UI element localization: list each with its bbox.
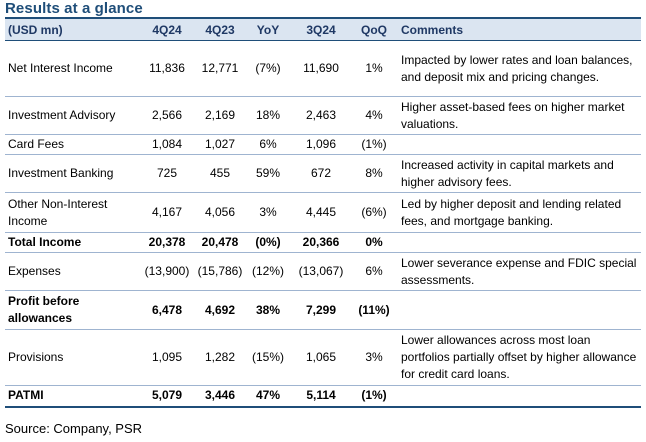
row-comment [397,135,641,155]
value-4q24: 11,836 [149,61,185,75]
header-yoy: YoY [245,17,291,41]
table-row: Net Interest Income 11,836 12,771 (7%) 11,69… [5,41,641,97]
value-3q24: 1,065 [305,350,337,364]
value-4q23: 3,446 [204,388,236,403]
value-yoy: (0%) [255,235,281,249]
value-3q24: 5,114 [306,388,336,403]
value-4q24: 1,095 [151,350,183,364]
value-4q24: (13,900) [144,264,190,278]
value-3q24: 672 [310,166,332,180]
value-qoq: 1% [365,61,383,75]
table-row: Investment Banking 725 455 59% 672 8% Increase… [5,155,641,193]
value-3q24: 1,096 [305,137,337,151]
header-row: (USD mn) 4Q24 4Q23 YoY 3Q24 QoQ Comments [5,17,641,41]
row-comment: Lower severance expense and FDIC special… [401,255,637,287]
value-4q23: 1,027 [204,137,236,151]
row-comment [397,233,641,253]
value-3q24: 7,299 [305,302,337,317]
row-comment: Higher asset-based fees on higher market… [401,99,625,131]
value-4q23: 4,056 [204,205,236,219]
row-comment: Increased activity in capital markets an… [401,157,614,189]
row-label: Net Interest Income [8,61,113,75]
table-row: Card Fees 1,084 1,027 6% 1,096 (1%) [5,135,641,155]
value-3q24: 20,366 [302,235,340,249]
header-3q24: 3Q24 [291,17,351,41]
source-note: Source: Company, PSR [5,421,143,436]
row-label: Card Fees [8,137,65,151]
header-4q24: 4Q24 [139,17,195,41]
value-4q24: 6,478 [151,302,183,317]
header-4q23: 4Q23 [195,17,245,41]
value-4q24: 2,566 [151,108,183,122]
value-yoy: 38% [255,302,281,317]
value-yoy: (12%) [251,264,284,278]
row-comment [397,291,641,330]
value-4q24: 1,084 [151,137,183,151]
value-4q23: 20,478 [201,235,239,249]
table-row: Investment Advisory 2,566 2,169 18% 2,463 4% H… [5,97,641,135]
table-body: Net Interest Income 11,836 12,771 (7%) 11,69… [5,41,641,407]
table-title: Results at a glance [5,0,143,17]
table-row: Expenses (13,900) (15,786) (12%) (13,067) 6% L… [5,253,641,291]
value-qoq: (1%) [361,388,387,403]
row-label: PATMI [8,388,44,403]
value-qoq: 3% [365,350,383,364]
value-yoy: (7%) [255,61,281,75]
value-4q24: 4,167 [151,205,183,219]
value-qoq: 8% [365,166,383,180]
row-comment [397,386,641,407]
value-yoy: 59% [255,166,281,180]
value-yoy: (15%) [251,350,284,364]
value-yoy: 6% [259,137,277,151]
row-label: Profit before allowances [8,294,80,325]
value-4q23: 1,282 [204,350,236,364]
value-3q24: 11,690 [303,61,339,75]
row-label: Provisions [8,350,64,364]
value-yoy: 18% [255,108,281,122]
table-row: PATMI 5,079 3,446 47% 5,114 (1%) [5,386,641,407]
value-qoq: 4% [365,108,383,122]
value-yoy: 47% [255,388,281,403]
row-label: Investment Advisory [8,108,116,122]
value-4q23: 4,692 [204,302,236,317]
value-qoq: 6% [365,264,383,278]
value-qoq: 0% [365,235,383,249]
value-4q23: 455 [209,166,231,180]
value-3q24: (13,067) [298,264,344,278]
results-table: (USD mn) 4Q24 4Q23 YoY 3Q24 QoQ Comments… [5,17,641,408]
row-label: Expenses [8,264,61,278]
value-4q24: 5,079 [151,388,183,403]
row-comment: Impacted by lower rates and loan balance… [401,52,633,84]
row-label: Other Non-Interest Income [8,196,108,228]
value-4q24: 725 [156,166,178,180]
value-4q23: (15,786) [197,264,243,278]
table-row: Other Non-Interest Income 4,167 4,056 3% 4,4… [5,193,641,233]
row-comment: Led by higher deposit and lending relate… [401,196,622,228]
value-4q24: 20,378 [148,235,186,249]
table-row: Total Income 20,378 20,478 (0%) 20,366 0% [5,233,641,253]
row-label: Total Income [8,235,82,249]
value-qoq: (1%) [361,137,387,151]
value-yoy: 3% [259,205,277,219]
header-units: (USD mn) [5,17,139,41]
value-4q23: 2,169 [204,108,236,122]
table-row: Profit before allowances 6,478 4,692 38% 7,2… [5,291,641,330]
row-comment: Lower allowances across most loan portfo… [401,333,637,381]
value-qoq: (6%) [361,205,387,219]
header-comments: Comments [397,17,641,41]
table-row: Provisions 1,095 1,282 (15%) 1,065 3% Lower al… [5,330,641,386]
value-3q24: 2,463 [305,108,337,122]
header-qoq: QoQ [351,17,397,41]
row-label: Investment Banking [8,166,114,180]
value-3q24: 4,445 [305,205,337,219]
value-4q23: 12,771 [201,61,239,75]
value-qoq: (11%) [358,302,390,317]
